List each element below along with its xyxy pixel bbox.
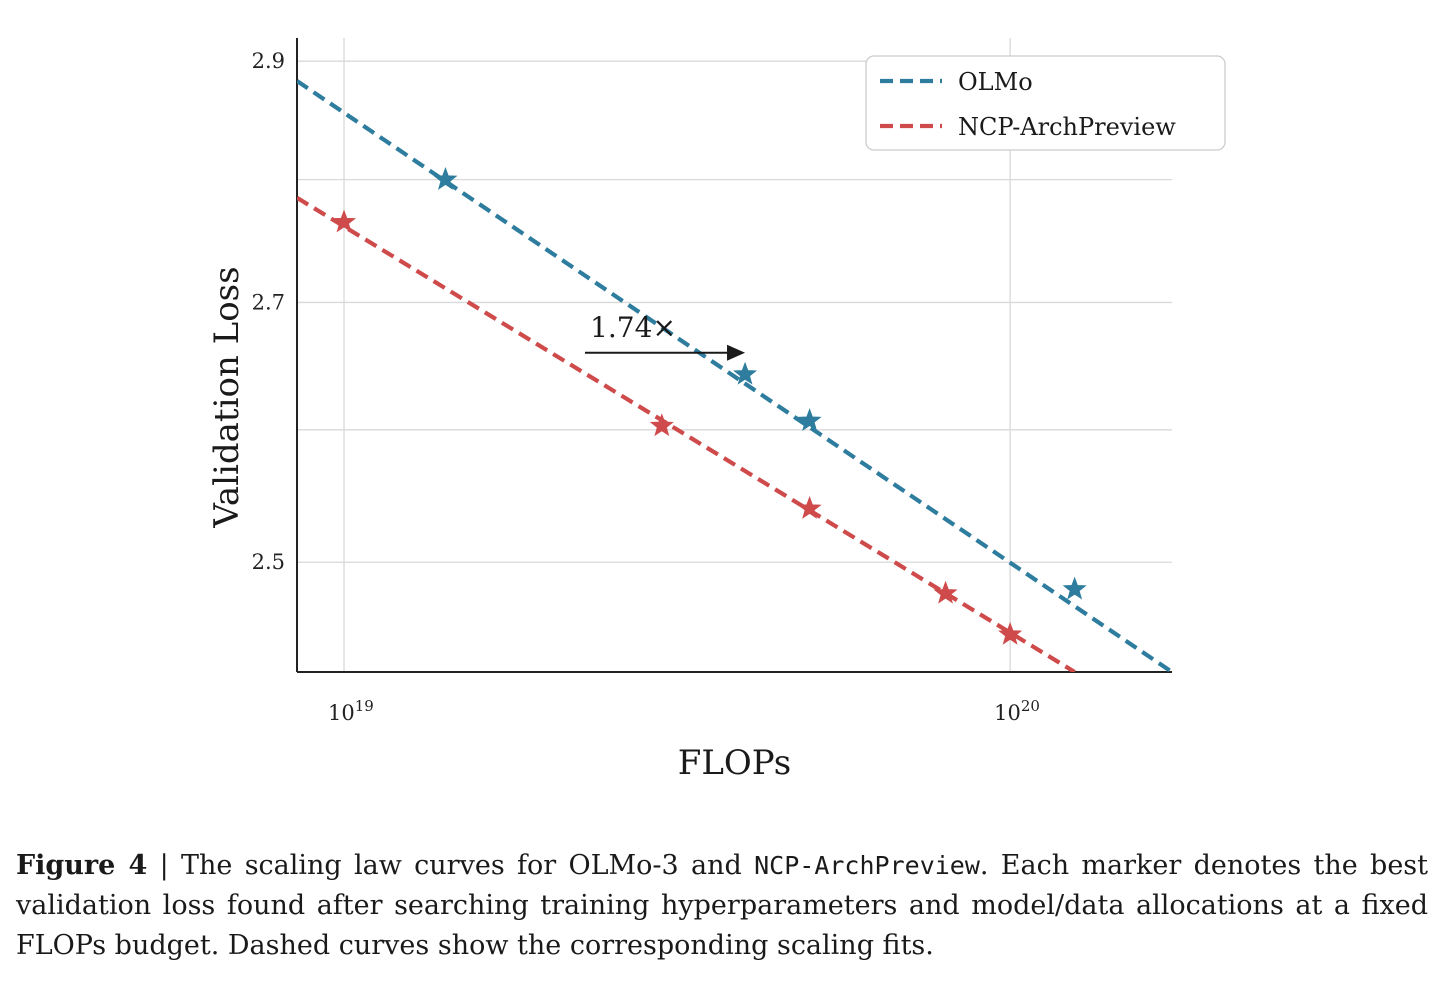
caption-separator: |	[147, 850, 181, 881]
series-line-1	[297, 196, 1076, 672]
y-tick-label: 2.9	[252, 49, 285, 73]
x-tick-label: 1020	[994, 697, 1040, 725]
caption-text-part1: The scaling law curves for OLMo-3 and	[181, 850, 755, 881]
star-marker	[797, 408, 822, 431]
star-marker	[797, 495, 822, 519]
axis-labels: 2.5 2.7 2.9 1019 1020 FLOPs Validation Loss	[207, 49, 1040, 783]
legend-label: NCP-ArchPreview	[958, 113, 1176, 141]
series-layer	[297, 79, 1173, 672]
annotation-arrow-head	[727, 344, 746, 361]
legend: OLMo NCP-ArchPreview	[865, 55, 1226, 151]
scaling-law-chart: 1.74× 2.5 2.7 2.9 1019 1020 FLOPs Validation L…	[207, 38, 1226, 783]
caption-label: Figure 4	[16, 850, 148, 881]
legend-box	[865, 55, 1226, 151]
y-tick-label: 2.5	[252, 550, 285, 574]
annotation-label: 1.74×	[590, 311, 676, 344]
legend-label: OLMo	[958, 68, 1033, 96]
x-tick-label: 1019	[328, 697, 374, 725]
star-marker	[433, 167, 458, 190]
x-axis-title: FLOPs	[678, 743, 791, 783]
markers-layer	[331, 167, 1087, 645]
star-marker	[733, 361, 758, 385]
star-marker	[649, 413, 674, 437]
caption-model-name: NCP-ArchPreview	[754, 851, 980, 880]
axes	[296, 38, 1172, 673]
star-marker	[933, 580, 958, 604]
series-line-0	[297, 79, 1173, 672]
star-marker	[331, 209, 357, 233]
caption-text-part2: . Each marker denotes the best validatio…	[16, 850, 1428, 961]
star-marker	[1062, 576, 1087, 600]
star-marker	[998, 621, 1023, 645]
figure-caption: Figure 4 | The scaling law curves for OL…	[16, 846, 1428, 966]
y-axis-title: Validation Loss	[207, 266, 247, 528]
y-tick-label: 2.7	[252, 290, 285, 314]
annotation: 1.74×	[584, 311, 746, 361]
